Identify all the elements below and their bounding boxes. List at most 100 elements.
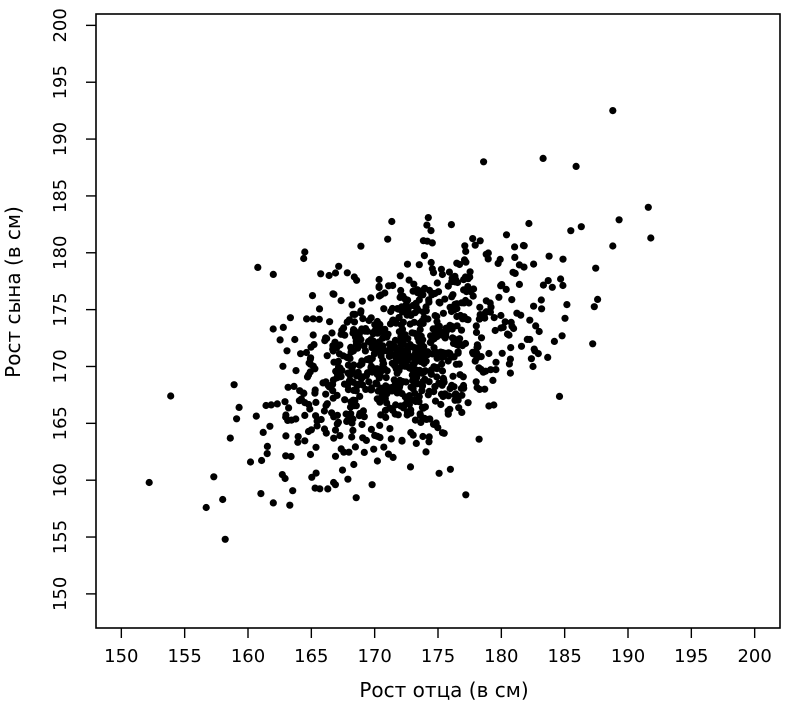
data-point xyxy=(526,316,534,324)
data-point xyxy=(466,268,474,276)
data-point xyxy=(396,354,404,362)
data-point xyxy=(358,381,367,389)
data-point xyxy=(438,360,446,368)
data-point xyxy=(330,358,338,366)
data-point xyxy=(452,340,460,349)
data-point xyxy=(449,291,457,299)
data-point xyxy=(356,392,364,400)
data-point xyxy=(497,311,505,320)
data-point xyxy=(267,401,275,409)
data-point xyxy=(532,322,540,330)
data-point xyxy=(257,490,265,498)
data-point xyxy=(388,383,396,391)
data-point xyxy=(412,380,420,388)
data-point xyxy=(340,324,348,332)
data-point xyxy=(312,443,320,451)
data-point xyxy=(386,425,394,433)
data-point xyxy=(367,294,375,302)
data-point xyxy=(550,337,559,345)
data-point xyxy=(502,231,511,239)
data-point xyxy=(322,390,330,398)
data-point xyxy=(387,435,395,443)
data-point xyxy=(472,322,480,330)
data-point xyxy=(407,428,415,437)
data-point xyxy=(439,392,447,401)
data-point xyxy=(330,434,338,442)
data-point xyxy=(230,381,238,389)
data-point xyxy=(282,413,290,421)
data-point xyxy=(544,353,552,361)
data-point xyxy=(252,412,260,420)
data-point xyxy=(480,158,488,166)
data-point xyxy=(323,352,331,360)
data-point xyxy=(510,243,519,251)
data-point xyxy=(481,385,489,393)
data-point xyxy=(464,399,472,407)
y-tick-label: 190 xyxy=(50,122,71,156)
data-point xyxy=(416,412,425,420)
data-point xyxy=(375,374,383,382)
data-point xyxy=(303,315,311,323)
x-tick-label: 195 xyxy=(674,646,708,667)
data-point xyxy=(491,326,499,335)
data-point xyxy=(424,348,432,356)
data-point xyxy=(360,448,368,456)
data-point xyxy=(454,348,462,356)
data-point xyxy=(415,261,423,269)
data-point xyxy=(355,330,363,338)
data-point xyxy=(457,326,466,334)
data-point xyxy=(357,374,365,383)
data-point xyxy=(426,415,434,423)
data-point xyxy=(233,415,241,423)
data-point xyxy=(358,358,366,366)
data-point xyxy=(351,310,359,318)
data-point xyxy=(444,392,453,400)
data-point xyxy=(332,367,340,375)
data-point xyxy=(446,321,454,329)
data-point xyxy=(372,379,380,387)
data-point xyxy=(647,234,655,242)
data-point xyxy=(452,390,460,398)
data-point xyxy=(380,443,388,451)
data-points xyxy=(145,107,655,543)
data-point xyxy=(423,221,431,229)
data-point xyxy=(335,350,344,358)
data-point xyxy=(315,315,323,323)
data-point xyxy=(456,335,464,343)
data-point xyxy=(367,425,375,433)
data-point xyxy=(439,374,447,382)
x-tick-label: 160 xyxy=(231,646,265,667)
data-point xyxy=(382,413,390,421)
data-point xyxy=(269,270,277,278)
data-point xyxy=(306,450,315,459)
data-point xyxy=(254,263,262,271)
data-point xyxy=(417,357,425,365)
data-point xyxy=(343,353,351,361)
data-point xyxy=(450,335,458,343)
y-axis: 150 155 160 165 170 175 180 185 190 195 200 xyxy=(50,8,96,611)
data-point xyxy=(279,323,287,331)
data-point xyxy=(368,354,376,362)
data-point xyxy=(370,445,378,453)
data-point xyxy=(385,340,394,348)
data-point xyxy=(235,403,243,411)
data-point xyxy=(340,448,348,456)
data-point xyxy=(515,280,524,288)
data-point xyxy=(461,296,470,305)
data-point xyxy=(455,404,463,412)
data-point xyxy=(349,347,357,355)
data-point xyxy=(326,318,334,326)
data-point xyxy=(338,466,347,474)
data-point xyxy=(301,411,309,419)
data-point xyxy=(430,388,438,396)
x-tick-label: 165 xyxy=(294,646,328,667)
data-point xyxy=(346,403,355,411)
data-point xyxy=(317,415,325,424)
data-point xyxy=(425,298,433,306)
data-point xyxy=(367,386,376,394)
data-point xyxy=(333,411,341,419)
data-point xyxy=(378,393,386,401)
data-point xyxy=(450,306,458,314)
data-point xyxy=(485,349,493,358)
